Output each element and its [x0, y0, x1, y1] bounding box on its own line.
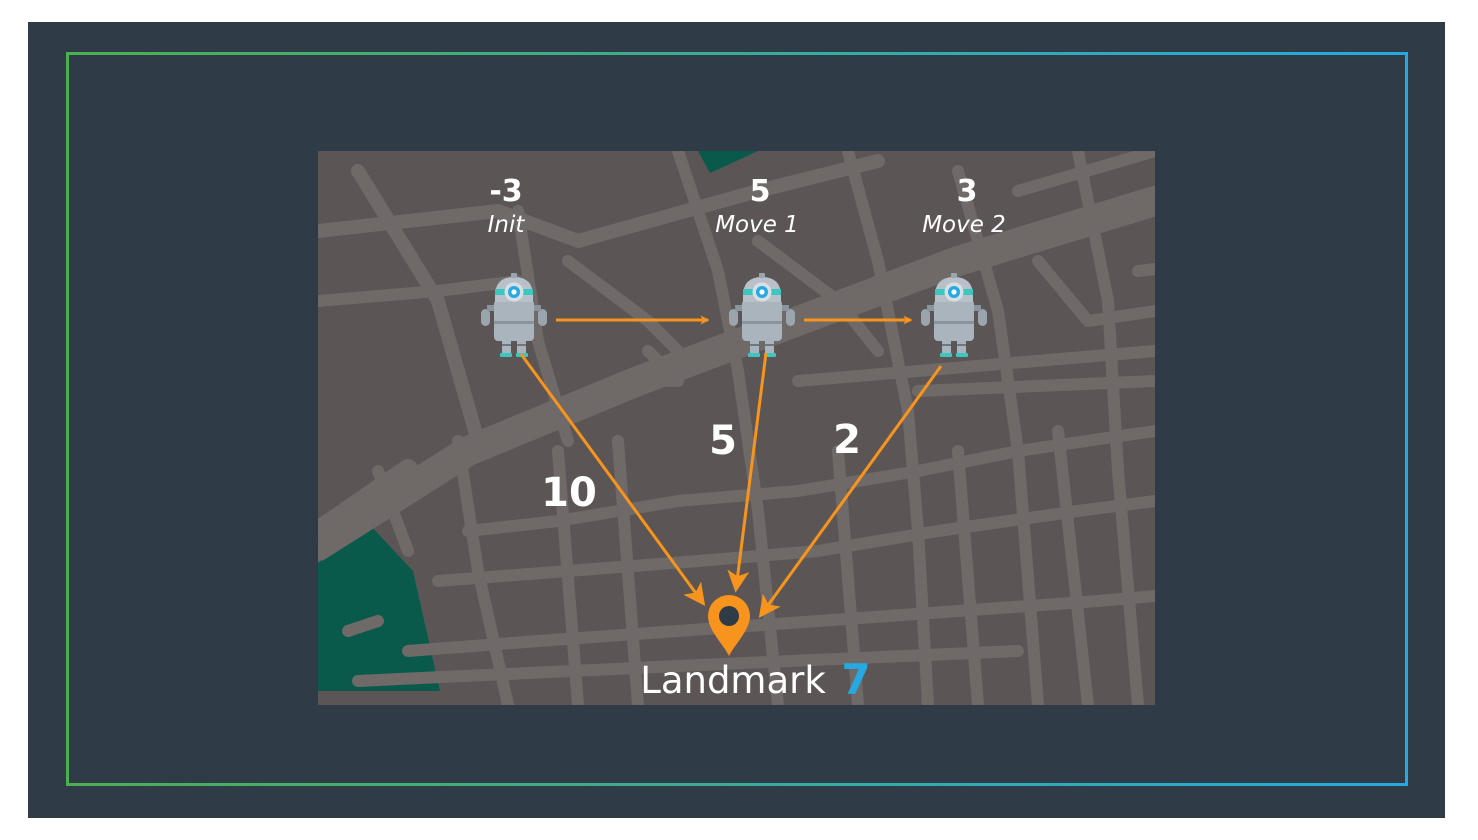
robot-pose-move-2: 3 Move 2: [921, 174, 1006, 357]
pose-value: -3: [489, 174, 522, 209]
pose-value: 3: [957, 174, 978, 209]
distance-label-init: 10: [541, 470, 597, 516]
pose-value: 5: [750, 174, 771, 209]
measurement-arrow-move2: [758, 365, 943, 618]
pose-label: Move 2: [922, 212, 1006, 238]
pose-label: Move 1: [715, 212, 799, 238]
pose-label: Init: [488, 212, 526, 238]
map-pin-icon: [708, 595, 750, 656]
map-streets: [318, 151, 1155, 705]
landmark-label: Landmark: [640, 659, 826, 702]
measurement-arrows: [519, 352, 943, 618]
measurement-arrow-move1: [727, 352, 768, 593]
robot-pose-init: -3 Init: [481, 174, 547, 357]
distance-label-move2: 2: [833, 417, 861, 463]
robot-pose-move-1: 5 Move 1: [715, 174, 799, 357]
landmark-value: 7: [841, 655, 870, 704]
distance-label-move1: 5: [709, 418, 737, 464]
diagram: -3 Init 5 Move 1 3 Move 2 10 5 2 Landmar…: [318, 151, 1155, 705]
measurement-arrow-init: [519, 353, 706, 606]
